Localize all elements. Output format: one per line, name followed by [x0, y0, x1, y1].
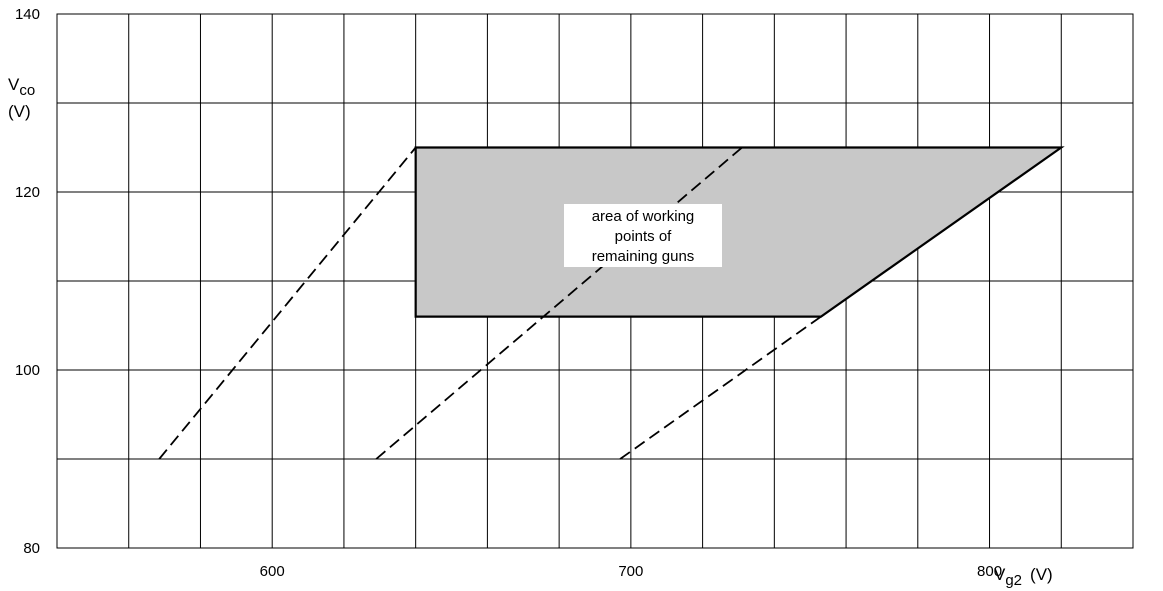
area-annotation-background: [564, 204, 722, 267]
x-axis-unit: (V): [1030, 565, 1053, 584]
x-tick-labels: 600 700 800: [260, 563, 1002, 580]
working-area: [414, 146, 1065, 318]
x-tick-label: 600: [260, 563, 285, 580]
y-tick-label: 140: [15, 6, 40, 23]
x-axis-label-sub: g2: [1005, 572, 1022, 589]
x-axis-label: Vg2 (V): [994, 565, 1053, 589]
x-axis-label-main: V: [994, 565, 1006, 584]
working-area-layer: [414, 146, 1065, 318]
plot-frame: [56, 13, 1134, 549]
y-axis-label-sub: co: [19, 82, 35, 99]
area-annotation-line-1: area of working: [592, 208, 695, 225]
series-lines: [158, 146, 822, 460]
y-axis-label-main: V: [8, 75, 20, 94]
y-tick-labels: 80 100 120 140: [15, 6, 40, 557]
series-line-2: [375, 146, 743, 460]
series-line-3: [619, 315, 822, 460]
y-tick-label: 100: [15, 362, 40, 379]
x-tick-label: 700: [618, 563, 643, 580]
x-tick-label: 800: [977, 563, 1002, 580]
area-annotation: area of working points of remaining guns: [564, 204, 722, 267]
area-annotation-line-2: points of: [615, 228, 673, 245]
y-tick-label: 80: [23, 540, 40, 557]
y-axis-unit: (V): [8, 102, 31, 121]
series-line-1: [158, 146, 417, 460]
area-annotation-line-3: remaining guns: [592, 248, 695, 265]
y-tick-label: 120: [15, 184, 40, 201]
y-axis-label: Vco: [8, 75, 35, 99]
